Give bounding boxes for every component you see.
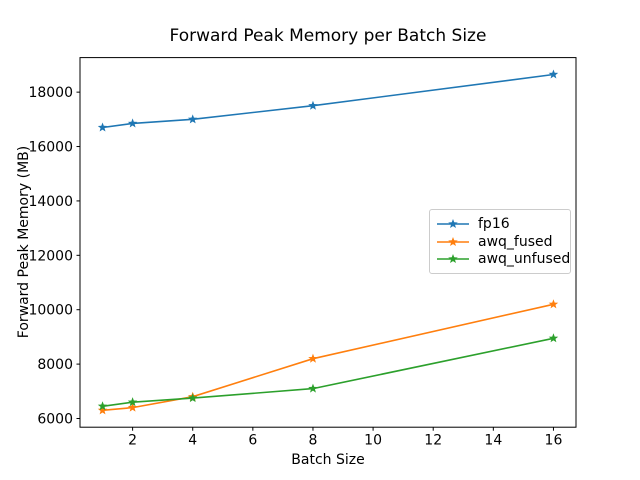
awq_unfused-marker bbox=[187, 393, 198, 403]
x-tick-label: 6 bbox=[248, 433, 257, 449]
y-tick-label: 8000 bbox=[37, 357, 73, 373]
awq_fused-marker bbox=[97, 405, 108, 415]
awq_fused-legend-marker bbox=[448, 236, 458, 246]
x-tick-label: 2 bbox=[128, 433, 137, 449]
legend-label-fp16: fp16 bbox=[478, 215, 510, 232]
y-tick-label: 14000 bbox=[28, 194, 73, 210]
fp16-marker bbox=[548, 69, 559, 79]
legend: fp16 awq_fused awq_unfused bbox=[429, 209, 571, 274]
fp16-marker bbox=[97, 122, 108, 132]
awq_fused-line bbox=[101, 303, 555, 412]
x-axis-label: Batch Size bbox=[291, 452, 365, 468]
x-tick-label: 12 bbox=[424, 433, 442, 449]
awq_unfused-marker bbox=[97, 401, 108, 411]
awq_fused-marker bbox=[548, 299, 559, 309]
x-tick-label: 10 bbox=[364, 433, 382, 449]
awq_unfused-line bbox=[101, 337, 555, 408]
y-tick-label: 10000 bbox=[28, 303, 73, 319]
y-axis-label: Forward Peak Memory (MB) bbox=[16, 145, 32, 339]
x-tick-label: 4 bbox=[188, 433, 197, 449]
fp16-legend-marker bbox=[448, 218, 458, 228]
legend-label-awq-fused: awq_fused bbox=[478, 233, 553, 250]
x-tick-label: 16 bbox=[545, 433, 563, 449]
fp16-marker bbox=[187, 114, 198, 124]
awq_unfused-marker bbox=[127, 397, 138, 407]
y-tick-label: 16000 bbox=[28, 140, 73, 156]
awq-fused-line-star-icon bbox=[437, 236, 469, 246]
awq_unfused-marker bbox=[308, 383, 318, 393]
chart-title: Forward Peak Memory per Batch Size bbox=[169, 26, 487, 46]
awq_unfused-legend-marker bbox=[448, 254, 458, 264]
axes-frame bbox=[79, 57, 577, 428]
fp16-marker bbox=[127, 118, 138, 128]
legend-entry-awq-unfused: awq_unfused bbox=[437, 250, 570, 268]
x-tick-label: 14 bbox=[484, 433, 502, 449]
legend-label-awq-unfused: awq_unfused bbox=[478, 251, 571, 268]
fp16-line-star-icon bbox=[437, 218, 469, 228]
x-tick-label: 8 bbox=[309, 433, 318, 449]
awq_fused-marker bbox=[127, 402, 138, 412]
legend-entry-awq-fused: awq_fused bbox=[437, 233, 563, 251]
awq_unfused-marker bbox=[548, 333, 559, 343]
fp16-line bbox=[101, 73, 555, 129]
y-tick-label: 6000 bbox=[37, 411, 73, 427]
awq-unfused-line-star-icon bbox=[437, 254, 469, 264]
y-tick-label: 18000 bbox=[28, 85, 73, 101]
legend-entry-fp16: fp16 bbox=[437, 215, 563, 233]
fp16-marker bbox=[308, 100, 318, 110]
y-tick-label: 12000 bbox=[28, 248, 73, 264]
awq_fused-marker bbox=[308, 353, 318, 363]
